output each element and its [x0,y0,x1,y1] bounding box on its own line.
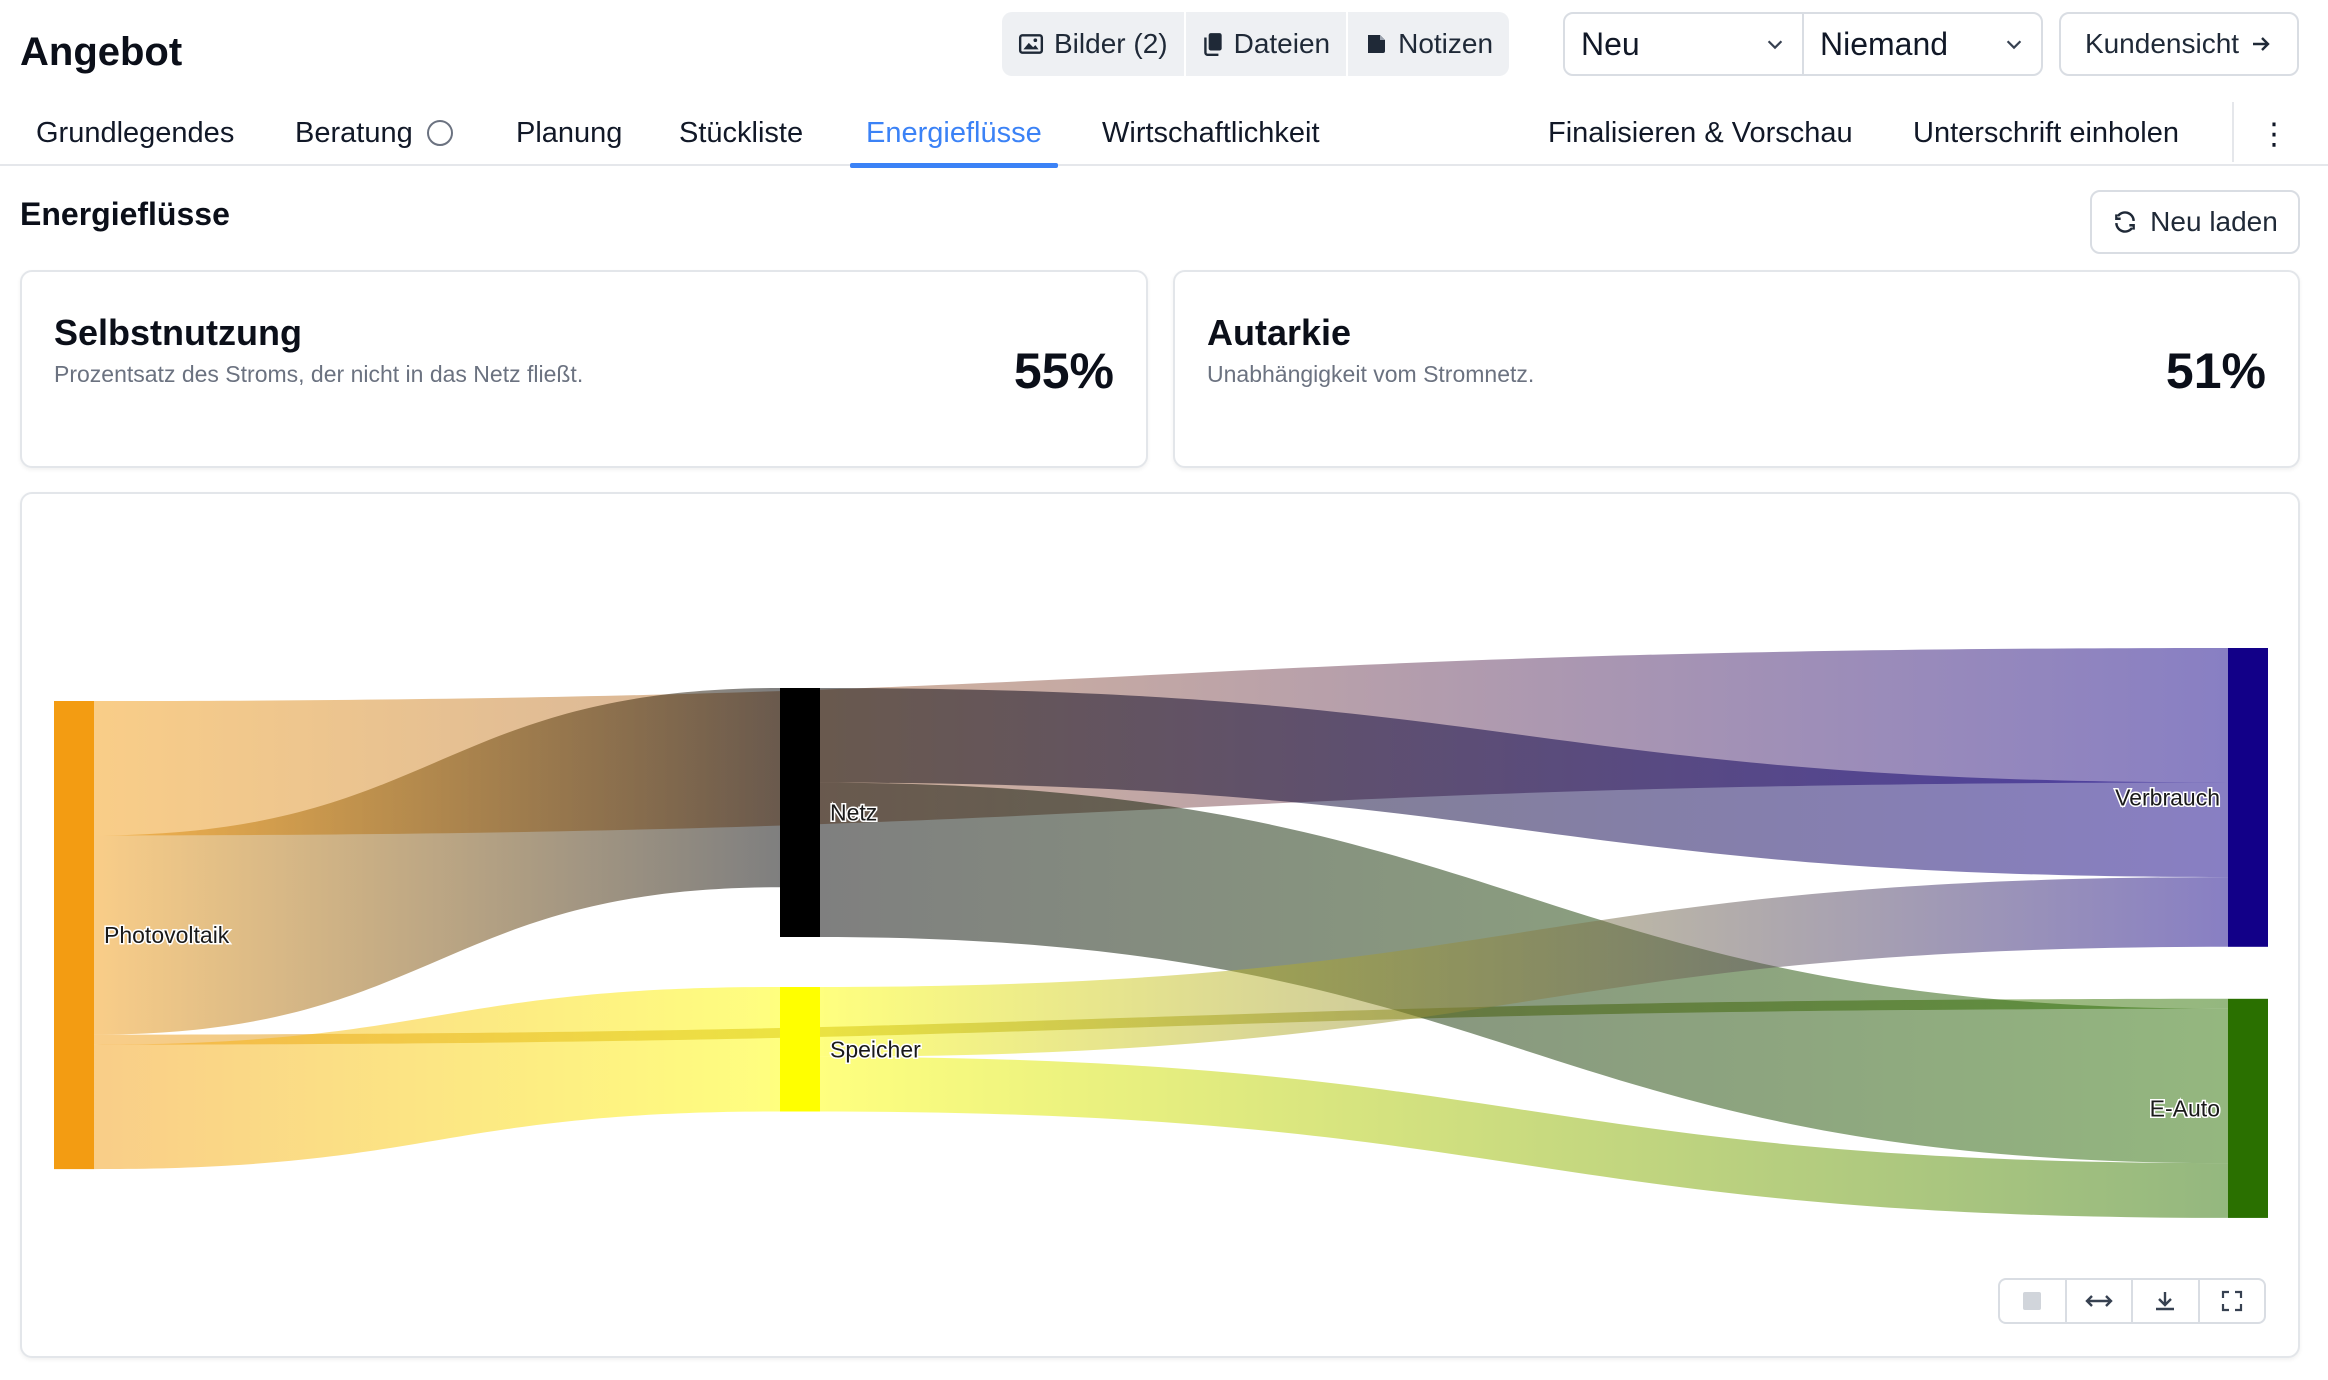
tab-finalize-label: Finalisieren & Vorschau [1548,116,1853,149]
kpi-card-autarky: Autarkie Unabhängigkeit vom Stromnetz. 5… [1173,270,2300,468]
arrow-right-icon [2253,37,2270,51]
sankey-links [94,648,2228,1218]
notes-icon [1368,35,1386,53]
customer-view-label: Kundensicht [2084,28,2240,59]
customer-view-button[interactable]: Kundensicht [2059,12,2299,76]
chart-modebar [1998,1278,2266,1324]
tab-economy[interactable]: Wirtschaftlichkeit [1086,100,1336,166]
sankey-nodes: Photovoltaik Netz Speicher Verbrauch E-Auto [54,648,2268,1218]
sankey-node-verbrauch[interactable] [2228,648,2268,947]
tab-bom[interactable]: Stückliste [663,100,819,166]
tab-consulting-label: Beratung [295,116,413,149]
files-icon [1203,33,1222,57]
sankey-node-label-verbrauch: Verbrauch [2115,784,2220,810]
kpi-card-self-use: Selbstnutzung Prozentsatz des Stroms, de… [20,270,1148,468]
modebar-pan-button[interactable] [2064,1280,2132,1322]
status-select[interactable]: Neu [1565,14,1802,74]
sankey-node-label-speicher: Speicher [830,1036,921,1062]
tab-signature[interactable]: Unterschrift einholen [1897,100,2195,166]
tab-finalize[interactable]: Finalisieren & Vorschau [1532,100,1869,166]
sankey-chart-card: Photovoltaik Netz Speicher Verbrauch E-Auto [20,492,2300,1358]
reload-button-label: Neu laden [2150,206,2278,237]
sankey-node-label-eauto: E-Auto [2150,1095,2220,1121]
kpi-value: 55% [1013,343,1114,399]
sankey-node-netz[interactable] [780,688,820,937]
horizontal-arrows-icon [2085,1295,2113,1307]
tab-signature-label: Unterschrift einholen [1913,116,2179,149]
tab-bom-label: Stückliste [679,116,804,149]
status-circle-icon [426,120,453,146]
images-button[interactable]: Bilder (2) [1002,12,1186,76]
status-select-group: Neu Niemand [1563,12,2043,76]
tab-basics[interactable]: Grundlegendes [20,100,250,166]
modebar-download-button[interactable] [2131,1280,2198,1322]
square-icon [2023,1292,2042,1310]
tab-bar: Grundlegendes Beratung Planung Stücklist… [0,100,2328,168]
download-icon [2156,1292,2175,1311]
sankey-link-speicher-verbrauch[interactable] [820,877,2228,1057]
sankey-node-eauto[interactable] [2228,998,2268,1218]
refresh-icon [2115,211,2136,233]
fullscreen-icon [2221,1290,2242,1312]
sankey-node-label-netz: Netz [830,800,877,826]
section-title: Energieflüsse [20,196,230,232]
notes-button[interactable]: Notizen [1348,12,1509,76]
tab-economy-label: Wirtschaftlichkeit [1102,116,1320,149]
assignee-select-value: Niemand [1820,25,1949,62]
tab-planning-label: Planung [516,116,623,149]
more-menu-button[interactable]: ⋮ [2254,110,2294,158]
image-icon [1018,34,1044,54]
sankey-chart[interactable]: Photovoltaik Netz Speicher Verbrauch E-Auto [22,494,2298,1356]
chevron-down-icon [1767,40,1783,50]
files-button[interactable]: Dateien [1186,12,1349,76]
kpi-description: Unabhängigkeit vom Stromnetz. [1207,361,1535,387]
files-button-label: Dateien [1233,28,1331,59]
sankey-node-speicher[interactable] [780,987,820,1112]
sankey-node-label-pv: Photovoltaik [104,922,230,948]
sankey-link-speicher-eauto[interactable] [820,1056,2228,1218]
assignee-select[interactable]: Niemand [1802,14,2041,74]
notes-button-label: Notizen [1398,28,1494,59]
status-select-value: Neu [1581,25,1640,62]
reload-button[interactable]: Neu laden [2090,190,2300,254]
images-button-label: Bilder (2) [1054,28,1168,59]
page-title: Angebot [20,30,183,74]
sankey-link-netz-verbrauch[interactable] [820,688,2228,878]
modebar-fullscreen-button[interactable] [2197,1280,2265,1322]
tab-energy-flows[interactable]: Energieflüsse [850,100,1058,168]
tab-energy-flows-label: Energieflüsse [866,116,1042,149]
attachments-button-group: Bilder (2) Dateien Notizen [1002,12,1510,76]
chevron-down-icon [2006,40,2022,50]
kpi-title: Autarkie [1207,312,1352,353]
more-vertical-icon: ⋮ [2259,117,2289,151]
tab-consulting[interactable]: Beratung [279,100,469,166]
tab-basics-label: Grundlegendes [36,116,235,149]
modebar-select-button[interactable] [2000,1280,2065,1322]
kpi-description: Prozentsatz des Stroms, der nicht in das… [54,361,584,387]
sankey-link-pv-speicher[interactable] [94,987,780,1170]
tab-divider [2232,102,2234,162]
sankey-link-pv-netz[interactable] [94,688,780,1035]
tab-planning[interactable]: Planung [500,100,638,166]
kpi-value: 51% [2165,343,2266,399]
kpi-title: Selbstnutzung [54,312,302,353]
sankey-node-pv[interactable] [54,701,94,1170]
